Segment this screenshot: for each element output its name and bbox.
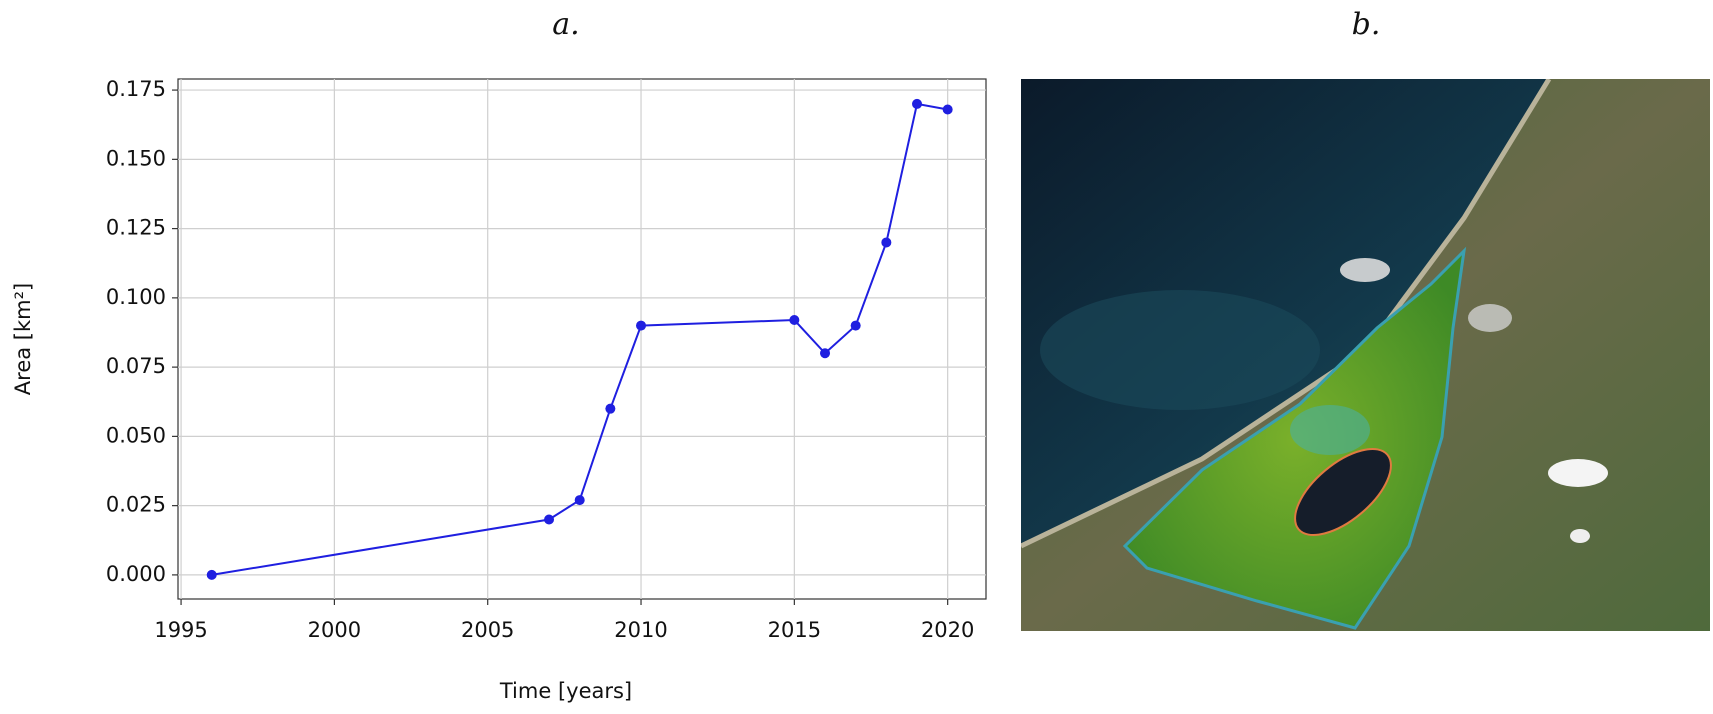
x-tick-label: 2005 (461, 618, 514, 642)
data-point (574, 495, 585, 506)
y-axis-label: Area [km²] (11, 283, 35, 395)
x-tick-label: 2020 (921, 618, 974, 642)
data-point (881, 237, 892, 248)
x-tick-label: 1995 (154, 618, 207, 642)
x-tick-label: 2015 (768, 618, 821, 642)
y-tick-label: 0.150 (106, 146, 166, 170)
data-point (820, 348, 831, 359)
chart-title: a. (552, 7, 579, 42)
x-axis-label: Time [years] (499, 679, 632, 703)
image-title: b. (1352, 7, 1381, 42)
data-point (544, 514, 555, 525)
data-point (206, 569, 217, 580)
satellite-image (1021, 79, 1710, 631)
data-point (850, 320, 861, 331)
x-tick-label: 2010 (614, 618, 667, 642)
y-tick-label: 0.000 (106, 562, 166, 586)
y-tick-label: 0.125 (106, 216, 166, 240)
data-point (605, 403, 616, 414)
y-tick-label: 0.175 (106, 77, 166, 101)
y-tick-label: 0.025 (106, 493, 166, 517)
data-point (789, 315, 800, 326)
plot-frame (177, 78, 987, 600)
data-point (912, 98, 923, 109)
data-point (636, 320, 647, 331)
x-tick-label: 2000 (308, 618, 361, 642)
data-point (942, 104, 953, 115)
y-tick-label: 0.100 (106, 285, 166, 309)
y-tick-label: 0.050 (106, 423, 166, 447)
y-tick-label: 0.075 (106, 354, 166, 378)
